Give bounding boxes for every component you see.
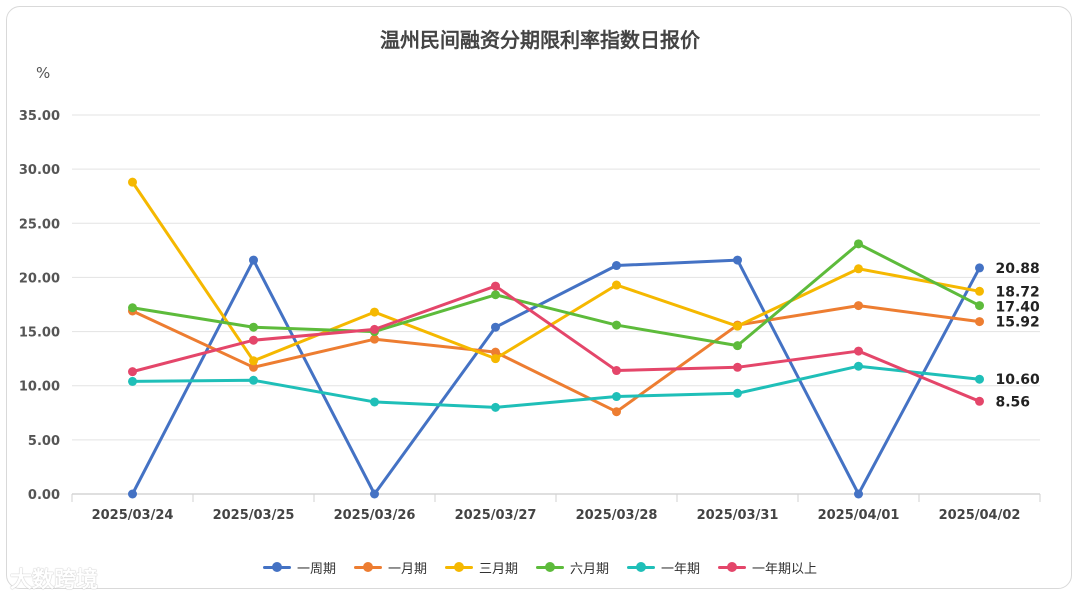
data-label: 20.88	[996, 261, 1040, 277]
x-tick-label: 2025/03/27	[455, 508, 537, 523]
legend-item: 三月期	[444, 558, 518, 577]
data-point	[370, 489, 379, 499]
data-point	[975, 263, 984, 273]
series-line	[131, 181, 980, 363]
data-point	[491, 322, 500, 332]
x-tick-label: 2025/03/31	[697, 508, 779, 523]
legend-item: 一年期	[627, 558, 700, 577]
x-tick-label: 2025/03/24	[92, 508, 174, 523]
data-point	[491, 354, 500, 364]
data-point	[975, 286, 984, 296]
legend-swatch	[627, 562, 656, 572]
data-point	[733, 341, 742, 351]
data-point	[975, 317, 984, 327]
data-point	[612, 392, 621, 402]
series-line	[132, 364, 980, 409]
legend-label: 六月期	[570, 562, 610, 577]
data-point	[612, 320, 621, 330]
legend-swatch	[718, 562, 747, 572]
data-point	[249, 356, 258, 366]
y-tick-label: 15.00	[19, 326, 60, 341]
y-tick-label: 0.00	[28, 488, 60, 503]
legend-swatch	[353, 562, 382, 572]
data-point	[249, 322, 258, 332]
data-point	[128, 376, 137, 386]
legend: 一周期 一月期 三月期 六月期 一年期 一年期以上	[0, 558, 1080, 577]
data-label: 8.56	[996, 394, 1031, 410]
data-point	[733, 388, 742, 398]
data-point	[854, 346, 863, 356]
legend-item: 六月期	[536, 558, 609, 577]
data-point	[370, 324, 379, 334]
series-line	[132, 242, 981, 348]
data-point	[249, 362, 258, 372]
legend-swatch	[536, 562, 564, 572]
data-point	[128, 177, 137, 187]
data-point	[612, 280, 621, 290]
data-point	[612, 261, 621, 271]
data-point	[128, 489, 137, 499]
data-label: 18.72	[996, 284, 1040, 300]
chart-title: 温州民间融资分期限利率指数日报价	[380, 28, 700, 52]
x-tick-label: 2025/03/28	[576, 508, 658, 523]
y-tick-label: 20.00	[19, 271, 60, 286]
data-point	[854, 264, 863, 274]
x-tick-label: 2025/04/01	[818, 508, 900, 523]
y-tick-label: 25.00	[19, 217, 60, 232]
legend-label: 一月期	[387, 562, 427, 577]
data-point	[733, 362, 742, 372]
x-tick-label: 2025/03/25	[213, 508, 295, 523]
data-point	[491, 347, 500, 357]
data-point	[854, 301, 863, 311]
data-point	[128, 303, 137, 313]
legend-label: 一年期	[661, 562, 701, 577]
data-point	[370, 334, 379, 344]
data-point	[370, 397, 379, 407]
data-point	[491, 281, 500, 291]
data-point	[975, 301, 984, 311]
legend-swatch	[262, 562, 291, 572]
data-label: 17.40	[996, 299, 1041, 315]
data-point	[854, 239, 863, 249]
data-label: 10.60	[996, 372, 1041, 388]
y-tick-label: 10.00	[19, 380, 60, 395]
data-point	[128, 367, 137, 377]
series-line	[132, 284, 981, 403]
data-label: 15.92	[996, 315, 1040, 331]
data-point	[975, 374, 984, 384]
x-tick-label: 2025/04/02	[939, 508, 1021, 523]
series-line	[131, 304, 980, 414]
legend-swatch	[444, 562, 473, 572]
y-tick-label: 5.00	[28, 434, 60, 449]
data-point	[249, 375, 258, 385]
legend-item: 一年期以上	[718, 558, 817, 577]
data-point	[975, 396, 984, 406]
data-point	[733, 321, 742, 331]
chart-frame	[6, 6, 1072, 589]
data-point	[612, 366, 621, 376]
data-point	[370, 307, 379, 317]
data-point	[854, 489, 863, 499]
legend-label: 三月期	[478, 562, 518, 577]
y-tick-label: 35.00	[19, 109, 60, 124]
legend-label: 一年期以上	[752, 562, 818, 577]
data-point	[733, 255, 742, 265]
y-tick-label: 30.00	[19, 163, 60, 178]
legend-item: 一月期	[353, 558, 427, 577]
data-point	[491, 402, 500, 412]
y-axis-unit: %	[36, 64, 51, 82]
data-point	[854, 361, 863, 371]
data-point	[491, 290, 500, 300]
x-tick-label: 2025/03/26	[334, 508, 416, 523]
data-point	[249, 255, 258, 265]
data-point	[249, 335, 258, 345]
legend-label: 一周期	[296, 562, 336, 577]
legend-item: 一周期	[262, 558, 336, 577]
series-line	[131, 258, 981, 496]
watermark: 大数跨境	[10, 568, 99, 593]
data-point	[612, 407, 621, 417]
